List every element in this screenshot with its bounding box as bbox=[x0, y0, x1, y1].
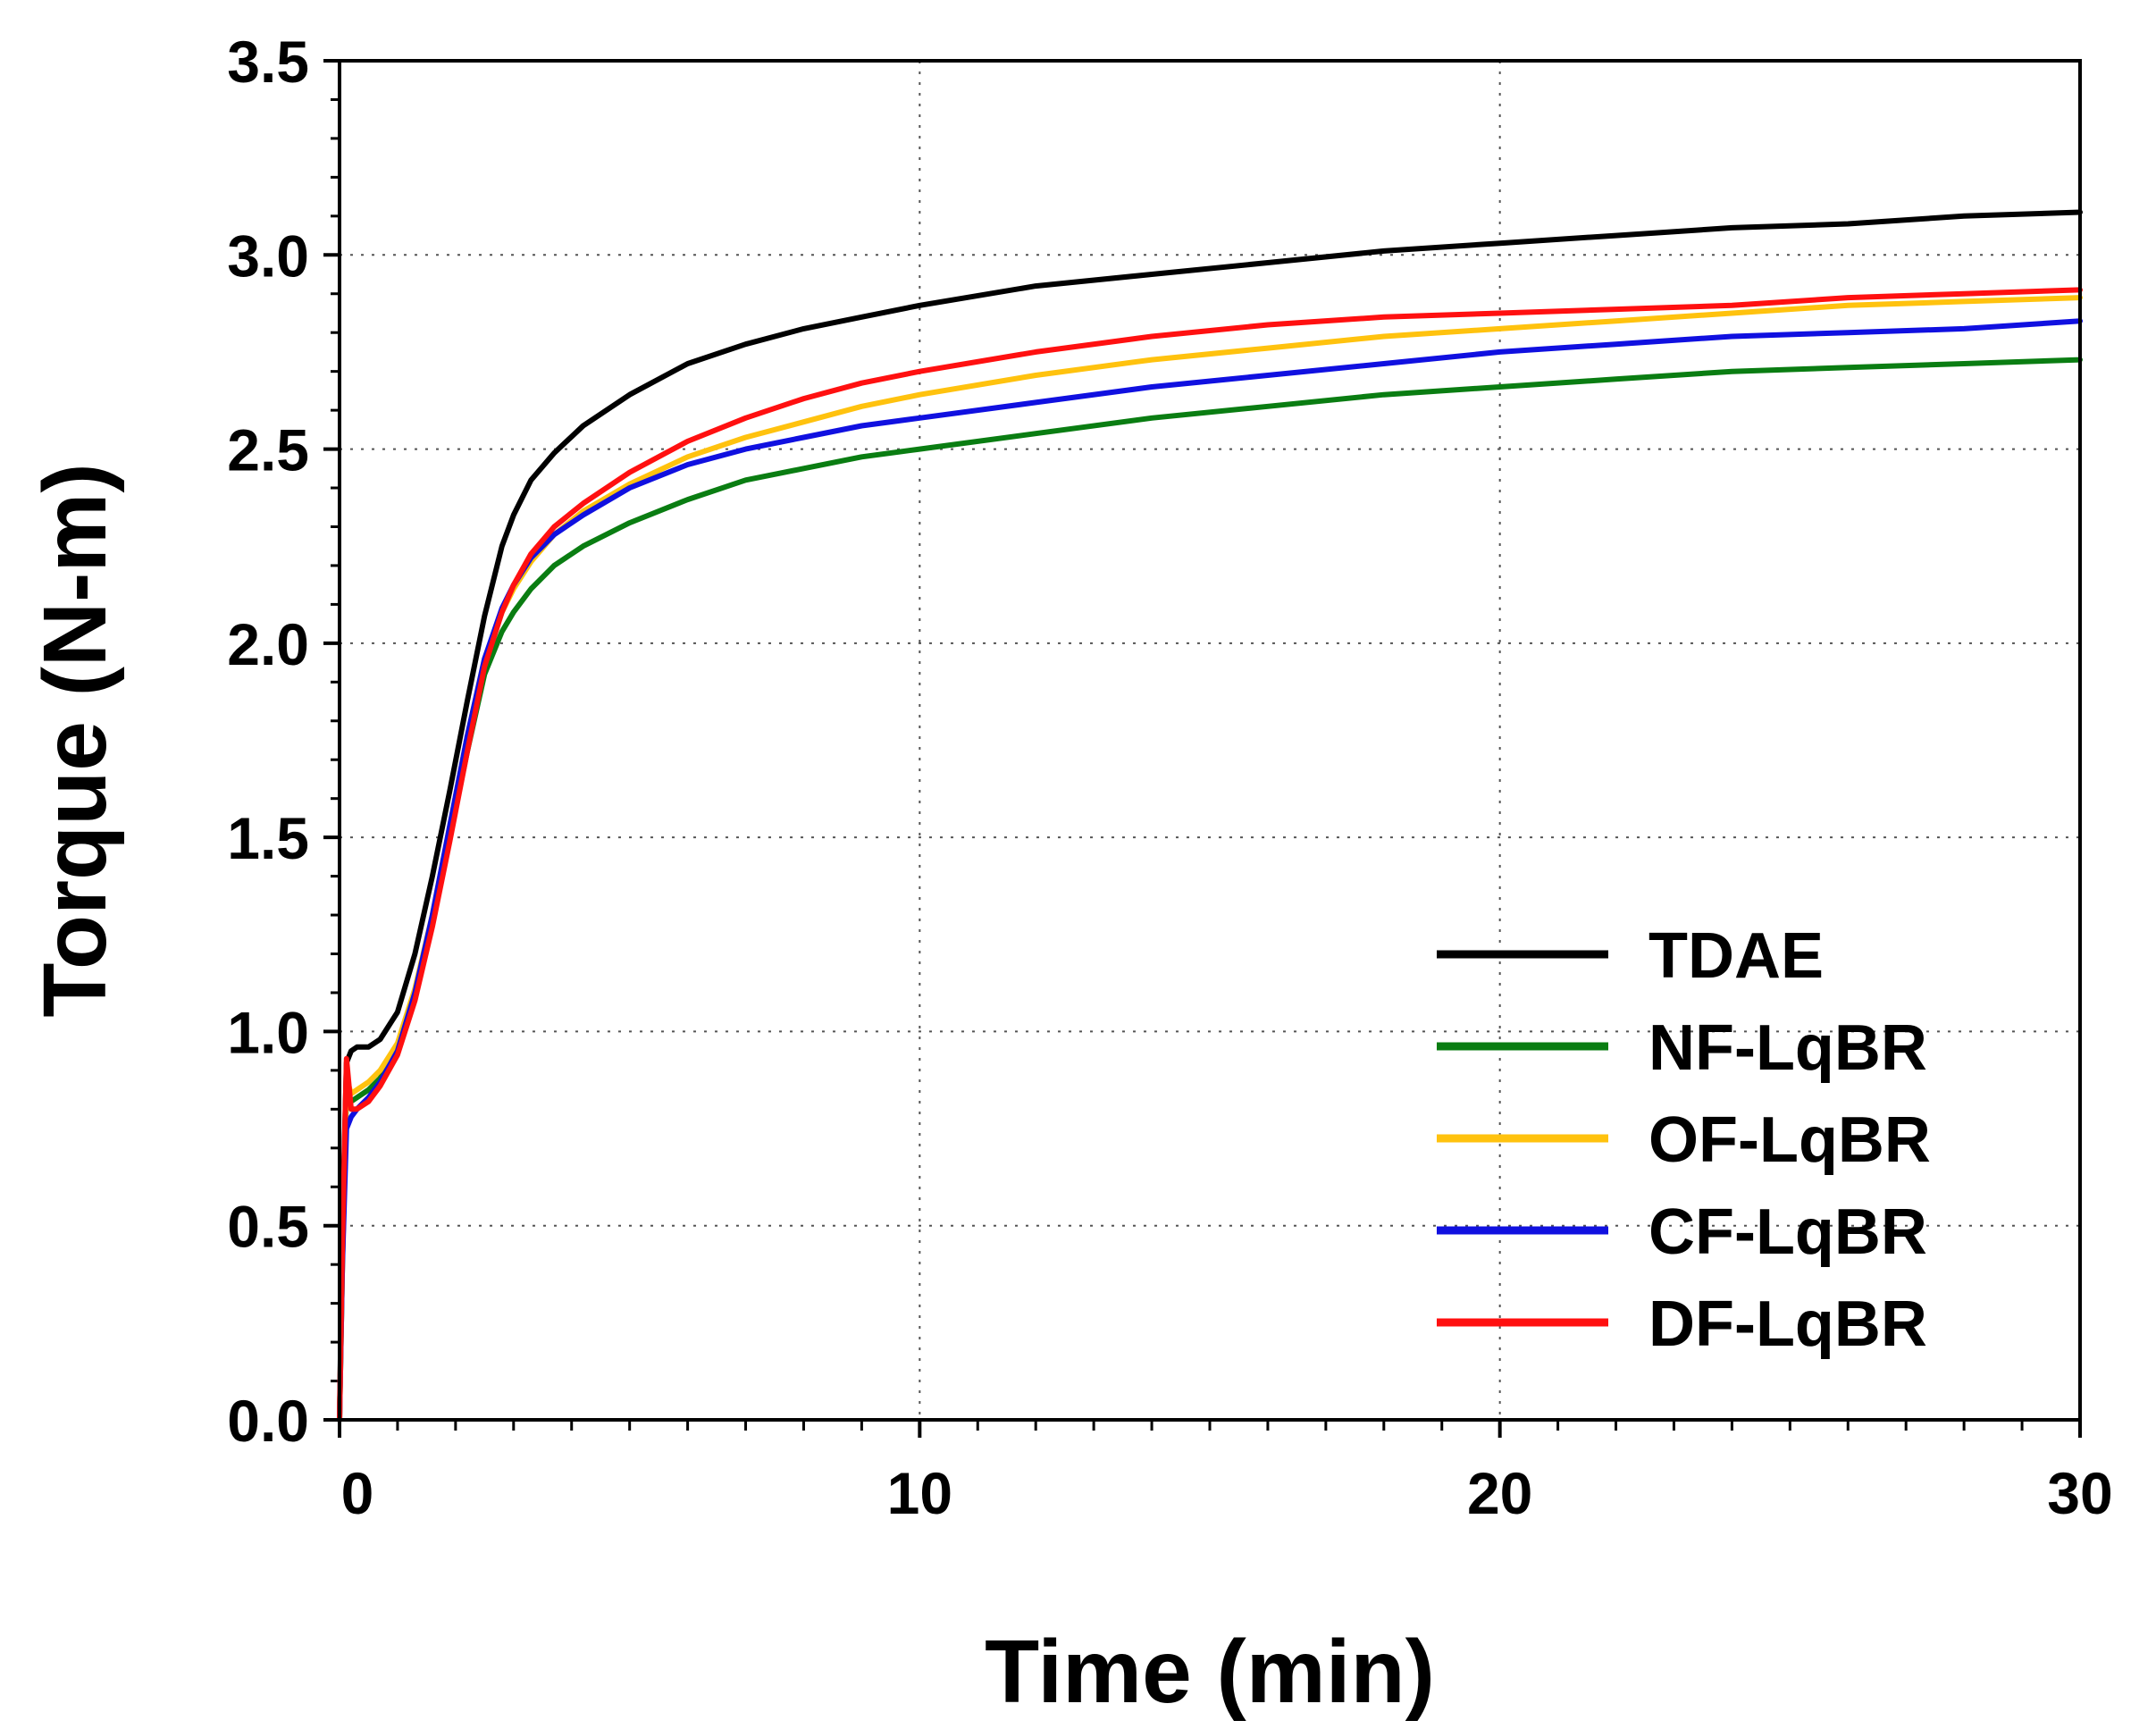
legend: TDAE NF-LqBR OF-LqBR CF-LqBR DF-LqBR bbox=[1437, 920, 1931, 1360]
y-tick-label: 0.0 bbox=[227, 1388, 309, 1454]
y-tick-label: 1.0 bbox=[227, 999, 309, 1065]
major-ticks bbox=[323, 59, 2082, 1438]
legend-label: OF-LqBR bbox=[1648, 1104, 1931, 1176]
series-line-nf-lqbr bbox=[337, 357, 2083, 1423]
y-tick-labels: 0.0 0.5 1.0 1.5 2.0 2.5 3.0 3.5 bbox=[227, 29, 309, 1454]
y-tick-label: 2.0 bbox=[227, 611, 309, 677]
legend-label: CF-LqBR bbox=[1648, 1196, 1927, 1268]
series-layer bbox=[337, 209, 2083, 1423]
y-tick-label: 1.5 bbox=[227, 805, 309, 871]
y-tick-label: 0.5 bbox=[227, 1194, 309, 1260]
x-axis-title: Time (min) bbox=[985, 1622, 1435, 1722]
x-tick-label: 0 bbox=[341, 1460, 374, 1526]
x-tick-label: 30 bbox=[2047, 1460, 2112, 1526]
grid-lines bbox=[340, 61, 2080, 1420]
y-tick-label: 2.5 bbox=[227, 417, 309, 483]
plot-frame bbox=[338, 59, 2082, 1422]
series-line-df-lqbr bbox=[337, 287, 2083, 1423]
x-tick-label: 10 bbox=[887, 1460, 952, 1526]
x-tick-label: 20 bbox=[1467, 1460, 1532, 1526]
y-axis-title: Torque (N-m) bbox=[25, 463, 125, 1017]
series-line-tdae bbox=[337, 209, 2083, 1423]
legend-label: TDAE bbox=[1648, 920, 1824, 992]
x-tick-labels: 0 10 20 30 bbox=[341, 1460, 2113, 1526]
legend-label: DF-LqBR bbox=[1648, 1288, 1927, 1360]
y-tick-label: 3.5 bbox=[227, 29, 309, 95]
legend-label: NF-LqBR bbox=[1648, 1012, 1927, 1084]
y-tick-label: 3.0 bbox=[227, 222, 309, 289]
